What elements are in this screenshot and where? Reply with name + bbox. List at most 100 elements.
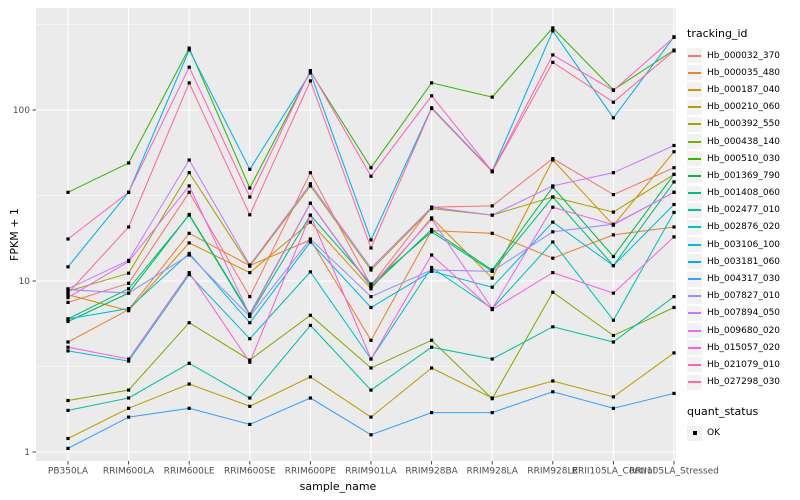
data-point bbox=[187, 361, 191, 365]
data-point bbox=[187, 65, 191, 69]
data-point bbox=[611, 210, 615, 214]
legend-entry: Hb_015057_020 bbox=[687, 339, 799, 356]
data-point bbox=[248, 213, 252, 217]
legend-key-icon bbox=[687, 340, 702, 356]
data-point bbox=[248, 396, 252, 400]
x-tick-label: RRIM901LA bbox=[345, 467, 397, 477]
legend-entry: Hb_002477_010 bbox=[687, 202, 799, 219]
data-point bbox=[187, 241, 191, 245]
data-point bbox=[248, 195, 252, 199]
data-point bbox=[611, 233, 615, 237]
data-point bbox=[127, 271, 131, 275]
data-point bbox=[187, 406, 191, 410]
legend-entry-label: Hb_000210_060 bbox=[707, 102, 781, 113]
data-point bbox=[369, 282, 373, 286]
data-point bbox=[187, 190, 191, 194]
data-point bbox=[308, 237, 312, 241]
data-point bbox=[672, 35, 676, 39]
data-point bbox=[430, 265, 434, 270]
data-point bbox=[187, 213, 191, 217]
legend-entry-label: Hb_000510_030 bbox=[707, 153, 781, 164]
data-point bbox=[66, 446, 70, 450]
data-point bbox=[127, 225, 131, 229]
legend-entry: Hb_002876_020 bbox=[687, 219, 799, 236]
data-point bbox=[551, 29, 555, 33]
legend-key-icon bbox=[687, 219, 702, 235]
legend-entry: Hb_000438_140 bbox=[687, 133, 799, 150]
x-tick-label: RRII105LA_Control bbox=[572, 467, 655, 477]
data-point bbox=[430, 268, 434, 272]
data-point bbox=[551, 205, 555, 209]
data-point bbox=[611, 333, 615, 338]
data-point bbox=[66, 349, 70, 353]
data-point bbox=[127, 281, 131, 285]
legend-entry-label: Hb_009680_020 bbox=[707, 325, 781, 336]
data-point bbox=[369, 338, 373, 342]
x-tick-label: PB350LA bbox=[48, 467, 89, 477]
legend-entry-label: Hb_000035_480 bbox=[707, 67, 781, 78]
legend-entry: Hb_003181_060 bbox=[687, 253, 799, 270]
data-point bbox=[490, 231, 494, 235]
data-point bbox=[672, 172, 676, 176]
legend-entry-label: Hb_007827_010 bbox=[707, 291, 781, 302]
legend-entry: Hb_001408_060 bbox=[687, 185, 799, 202]
data-point bbox=[490, 95, 494, 99]
data-point bbox=[369, 166, 373, 170]
data-point bbox=[187, 171, 191, 175]
data-point bbox=[611, 406, 615, 410]
data-point bbox=[611, 340, 615, 344]
data-point bbox=[490, 285, 494, 289]
data-point bbox=[672, 143, 676, 148]
data-point bbox=[430, 94, 434, 98]
data-point bbox=[187, 158, 191, 162]
legend-entry-label: Hb_027298_030 bbox=[707, 377, 781, 388]
data-point bbox=[551, 53, 555, 57]
x-tick-label: RRII105LA_Stressed bbox=[629, 467, 719, 477]
legend-key-icon bbox=[687, 116, 702, 132]
data-point bbox=[672, 351, 676, 355]
data-point bbox=[551, 220, 555, 224]
data-point bbox=[672, 180, 676, 184]
x-axis-title: sample_name bbox=[299, 480, 377, 493]
data-point bbox=[430, 338, 434, 342]
legend-entry-label: Hb_015057_020 bbox=[707, 342, 781, 353]
legend-entry: Hb_000510_030 bbox=[687, 150, 799, 167]
data-point bbox=[369, 268, 373, 272]
data-point bbox=[551, 60, 555, 64]
data-point bbox=[308, 182, 312, 186]
y-tick-label: 1 bbox=[24, 448, 30, 458]
legend-entry-label: Hb_000438_140 bbox=[707, 136, 781, 147]
data-point bbox=[127, 307, 131, 311]
data-point bbox=[127, 396, 131, 400]
data-point bbox=[127, 309, 131, 313]
data-point bbox=[66, 293, 70, 297]
legend-entry: Hb_027298_030 bbox=[687, 374, 799, 391]
data-point bbox=[611, 254, 615, 259]
data-point bbox=[308, 71, 312, 75]
data-point bbox=[187, 271, 191, 275]
legend-entry-quant-ok: OK bbox=[687, 425, 799, 442]
data-point bbox=[551, 256, 555, 260]
data-point bbox=[308, 270, 312, 274]
data-point bbox=[611, 193, 615, 197]
legend-entry: Hb_000392_550 bbox=[687, 116, 799, 133]
data-point bbox=[611, 395, 615, 399]
data-point bbox=[490, 397, 494, 401]
legend-key-icon bbox=[687, 323, 702, 339]
data-point bbox=[672, 190, 676, 194]
x-tick-label: RRIM928LA bbox=[466, 467, 518, 477]
legend-entry: Hb_004317_030 bbox=[687, 270, 799, 287]
data-point bbox=[369, 433, 373, 437]
data-point bbox=[611, 264, 615, 268]
data-point bbox=[248, 404, 252, 408]
data-point bbox=[308, 171, 312, 175]
data-point bbox=[369, 357, 373, 361]
data-point bbox=[672, 225, 676, 229]
legend-entry: Hb_007827_010 bbox=[687, 288, 799, 305]
data-point bbox=[490, 411, 494, 415]
data-point bbox=[672, 49, 676, 53]
data-point bbox=[187, 273, 191, 277]
data-point bbox=[369, 295, 373, 299]
quant-ok-label: OK bbox=[707, 428, 720, 439]
data-point bbox=[308, 240, 312, 244]
